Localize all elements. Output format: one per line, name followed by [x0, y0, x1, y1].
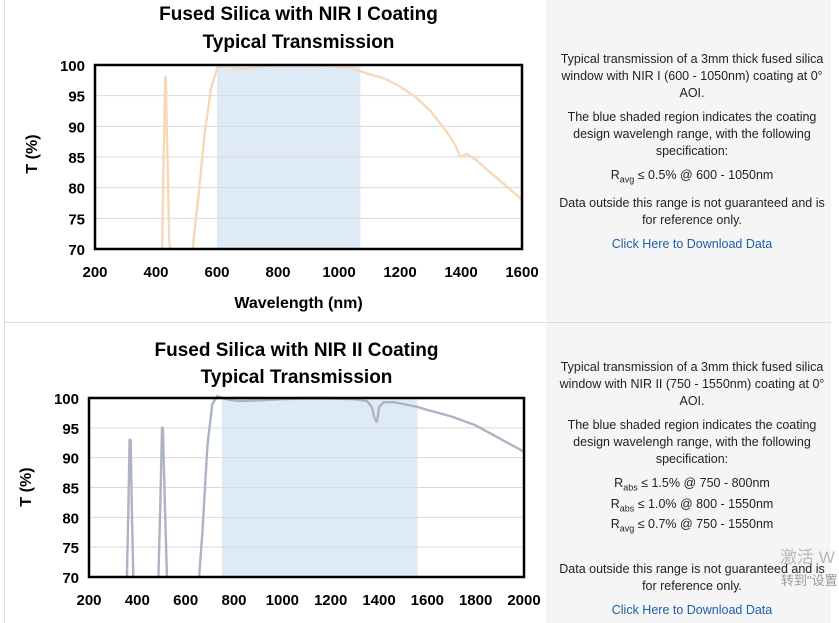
y-tick-label: 90 — [62, 451, 79, 468]
x-tick-label: 200 — [76, 592, 101, 609]
spec-symbol: R — [610, 517, 620, 531]
spec-subscript: avg — [619, 174, 635, 185]
chart-title: Fused Silica with NIR II Coating — [155, 340, 439, 361]
y-tick-label: 85 — [68, 150, 85, 167]
transmission-chart-nir2: Fused Silica with NIR II Coating Typical … — [18, 340, 541, 609]
activation-watermark-sub: 转到"设置 — [781, 573, 838, 588]
activation-watermark: 激活 W — [780, 548, 835, 567]
shaded-region-text: The blue shaded region indicates the coa… — [567, 110, 817, 158]
spec-value: ≤ 0.7% @ 750 - 1550nm — [634, 517, 774, 531]
chart-row-2: Fused Silica with NIR II Coating Typical … — [4, 322, 831, 623]
y-tick-label: 90 — [68, 119, 85, 136]
chart-cell-2: Fused Silica with NIR II Coating Typical … — [4, 323, 547, 623]
description-text: Typical transmission of a 3mm thick fuse… — [560, 52, 824, 100]
spec-value: ≤ 1.5% @ 750 - 800nm — [637, 476, 770, 490]
x-tick-label: 1600 — [411, 592, 444, 609]
x-tick-label: 1200 — [383, 264, 416, 281]
spec-subscript: abs — [623, 482, 638, 493]
x-tick-label: 800 — [265, 264, 290, 281]
spec-symbol: R — [614, 476, 624, 490]
chart-title: Typical Transmission — [203, 32, 395, 53]
y-tick-label: 75 — [62, 540, 79, 557]
y-tick-label: 95 — [62, 421, 79, 438]
spec-value: ≤ 1.0% @ 800 - 1550nm — [634, 496, 774, 511]
description-1: Typical transmission of a 3mm thick fuse… — [556, 51, 828, 253]
spec-list: Ravg ≤ 0.5% @ 600 - 1050nm — [556, 167, 828, 188]
transmission-chart-nir1: Fused Silica with NIR I Coating Typical T… — [24, 4, 539, 312]
x-tick-label: 1400 — [444, 264, 477, 281]
x-tick-label: 600 — [173, 592, 198, 609]
x-tick-label: 2000 — [507, 592, 540, 609]
y-tick-label: 70 — [62, 570, 79, 587]
spec-line: Ravg ≤ 0.7% @ 750 - 1550nm — [556, 516, 828, 537]
download-data-link[interactable]: Click Here to Download Data — [611, 602, 773, 617]
transmission-line — [125, 438, 135, 577]
description-cell-2: Typical transmission of a 3mm thick fuse… — [546, 323, 831, 623]
description-2: Typical transmission of a 3mm thick fuse… — [556, 359, 828, 619]
description-cell-1: Typical transmission of a 3mm thick fuse… — [546, 0, 831, 322]
x-tick-label: 1000 — [322, 264, 355, 281]
y-tick-label: 85 — [62, 481, 79, 498]
x-tick-label: 1200 — [314, 592, 347, 609]
spec-line: Rabs ≤ 1.0% @ 800 - 1550nm — [556, 496, 828, 517]
x-axis-label: Wavelength (nm) — [234, 295, 362, 312]
x-tick-label: 800 — [221, 592, 246, 609]
spec-symbol: R — [610, 496, 620, 511]
chart-title: Typical Transmission — [201, 367, 393, 388]
spec-value: ≤ 0.5% @ 600 - 1050nm — [634, 168, 774, 182]
x-tick-label: 1400 — [362, 592, 395, 609]
plot-frame — [87, 396, 526, 579]
chart-cell-1: Fused Silica with NIR I Coating Typical T… — [4, 0, 547, 322]
y-tick-label: 80 — [68, 181, 85, 198]
x-tick-label: 200 — [82, 264, 107, 281]
y-tick-label: 70 — [68, 242, 85, 259]
transmission-line — [157, 426, 169, 577]
x-tick-label: 1800 — [459, 592, 492, 609]
transmission-line — [160, 76, 172, 249]
disclaimer-text: Data outside this range is not guarantee… — [559, 561, 825, 593]
spec-subscript: abs — [619, 503, 635, 513]
y-tick-label: 100 — [60, 58, 85, 75]
spec-line: Ravg ≤ 0.5% @ 600 - 1050nm — [556, 167, 828, 188]
spec-list: Rabs ≤ 1.5% @ 750 - 800nm Rabs ≤ 1.0% @ 8… — [556, 475, 828, 537]
download-data-link[interactable]: Click Here to Download Data — [611, 236, 773, 251]
x-tick-label: 1600 — [505, 264, 538, 281]
x-tick-label: 1000 — [266, 592, 299, 609]
y-tick-label: 80 — [62, 510, 79, 527]
spec-line: Rabs ≤ 1.5% @ 750 - 800nm — [556, 475, 828, 496]
x-tick-label: 400 — [125, 592, 150, 609]
y-tick-label: 95 — [68, 89, 85, 106]
y-axis-label: T (%) — [24, 134, 41, 173]
y-tick-label: 75 — [68, 211, 85, 228]
x-tick-label: 600 — [204, 264, 229, 281]
spec-subscript: avg — [619, 523, 635, 534]
y-axis-label: T (%) — [18, 467, 35, 506]
description-text: Typical transmission of a 3mm thick fuse… — [559, 360, 825, 408]
x-tick-label: 400 — [143, 264, 168, 281]
spec-symbol: R — [610, 168, 620, 182]
chart-title: Fused Silica with NIR I Coating — [159, 4, 438, 25]
y-tick-label: 100 — [54, 391, 79, 408]
chart-row-1: Fused Silica with NIR I Coating Typical T… — [4, 0, 831, 322]
shaded-region-text: The blue shaded region indicates the coa… — [567, 418, 817, 466]
plot-frame — [93, 63, 524, 251]
disclaimer-text: Data outside this range is not guarantee… — [559, 195, 825, 227]
